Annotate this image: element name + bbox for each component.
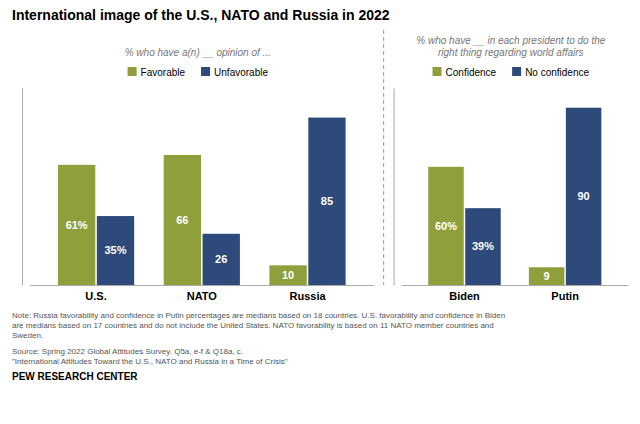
x-axis: Biden Putin [402, 285, 628, 302]
x-tick: U.S. [85, 285, 106, 302]
bars [58, 118, 346, 285]
data-label: 61% [66, 219, 88, 231]
legend-swatch [512, 67, 521, 76]
legend-label: Unfavorable [214, 67, 268, 78]
x-axis: U.S. NATO Russia [31, 285, 375, 302]
text-line: Note: Russia favorability and confidence… [12, 311, 505, 320]
annotation: PEW RESEARCH CENTER [12, 371, 138, 382]
data-label: 9 [544, 270, 550, 282]
data-label: 66 [176, 214, 188, 226]
x-axis-line [402, 285, 628, 286]
legend: Favorable Unfavorable [128, 67, 269, 78]
x-axis-line [31, 285, 375, 286]
legend-item: No confidence [512, 67, 589, 78]
text-line: right thing regarding world affairs [438, 47, 584, 58]
subtitle: % who have __ in each president to do th… [416, 35, 605, 58]
title: International image of the U.S., NATO an… [12, 7, 390, 23]
legend-item: Unfavorable [201, 67, 268, 78]
x-tick-label: Biden [449, 290, 480, 302]
legend-swatch [201, 67, 210, 76]
text-line: PEW RESEARCH CENTER [12, 371, 138, 382]
data-label: 90 [577, 190, 589, 202]
legend-swatch [433, 67, 442, 76]
x-tick-label: Russia [289, 290, 326, 302]
y-axis [394, 89, 395, 286]
y-axis [22, 89, 23, 286]
bar [529, 267, 565, 285]
legend-label: Confidence [446, 67, 497, 78]
separator [383, 30, 384, 285]
bar [308, 118, 345, 285]
text-line: "International Attitudes Toward the U.S.… [12, 357, 288, 366]
data-label: 85 [321, 195, 333, 207]
bar [428, 167, 464, 285]
bar [203, 234, 240, 285]
x-tick-label: U.S. [85, 290, 106, 302]
x-tick: NATO [187, 285, 218, 302]
chart: International image of the U.S., NATO an… [0, 0, 640, 424]
data-label: 39% [472, 240, 494, 252]
y-axis-line [394, 89, 395, 286]
x-tick: Putin [551, 285, 579, 302]
legend-swatch [128, 67, 137, 76]
text-line: Source: Spring 2022 Global Attitudes Sur… [12, 347, 243, 356]
legend-label: Favorable [141, 67, 186, 78]
text-line: are medians based on 17 countries and do… [12, 321, 494, 330]
x-tick-label: NATO [187, 290, 218, 302]
bar [269, 265, 306, 285]
bar [97, 216, 134, 285]
data-label: 10 [282, 269, 294, 281]
text-line: % who have a(n) __ opinion of ... [125, 47, 271, 58]
text-line: % who have __ in each president to do th… [416, 35, 605, 46]
x-tick-label: Putin [551, 290, 579, 302]
data-label: 26 [215, 253, 227, 265]
bar [58, 165, 95, 285]
x-tick: Biden [449, 285, 480, 302]
legend: Confidence No confidence [433, 67, 590, 78]
legend-label: No confidence [525, 67, 589, 78]
bar [164, 155, 201, 285]
subtitle: % who have a(n) __ opinion of ... [125, 47, 271, 58]
bar [566, 108, 602, 285]
legend-item: Confidence [433, 67, 497, 78]
bars [428, 108, 601, 285]
text-line: Sweden. [12, 331, 43, 340]
data-label: 35% [104, 244, 126, 256]
y-axis-line [22, 89, 23, 286]
annotation: Note: Russia favorability and confidence… [12, 311, 505, 340]
data-labels: 61% 66 10 35% 26 85 [66, 195, 333, 281]
bar [465, 208, 501, 285]
legend-item: Favorable [128, 67, 186, 78]
data-label: 60% [435, 220, 457, 232]
data-labels: 60% 9 39% 90 [435, 190, 590, 282]
x-tick: Russia [289, 285, 326, 302]
annotation: Source: Spring 2022 Global Attitudes Sur… [12, 347, 288, 366]
